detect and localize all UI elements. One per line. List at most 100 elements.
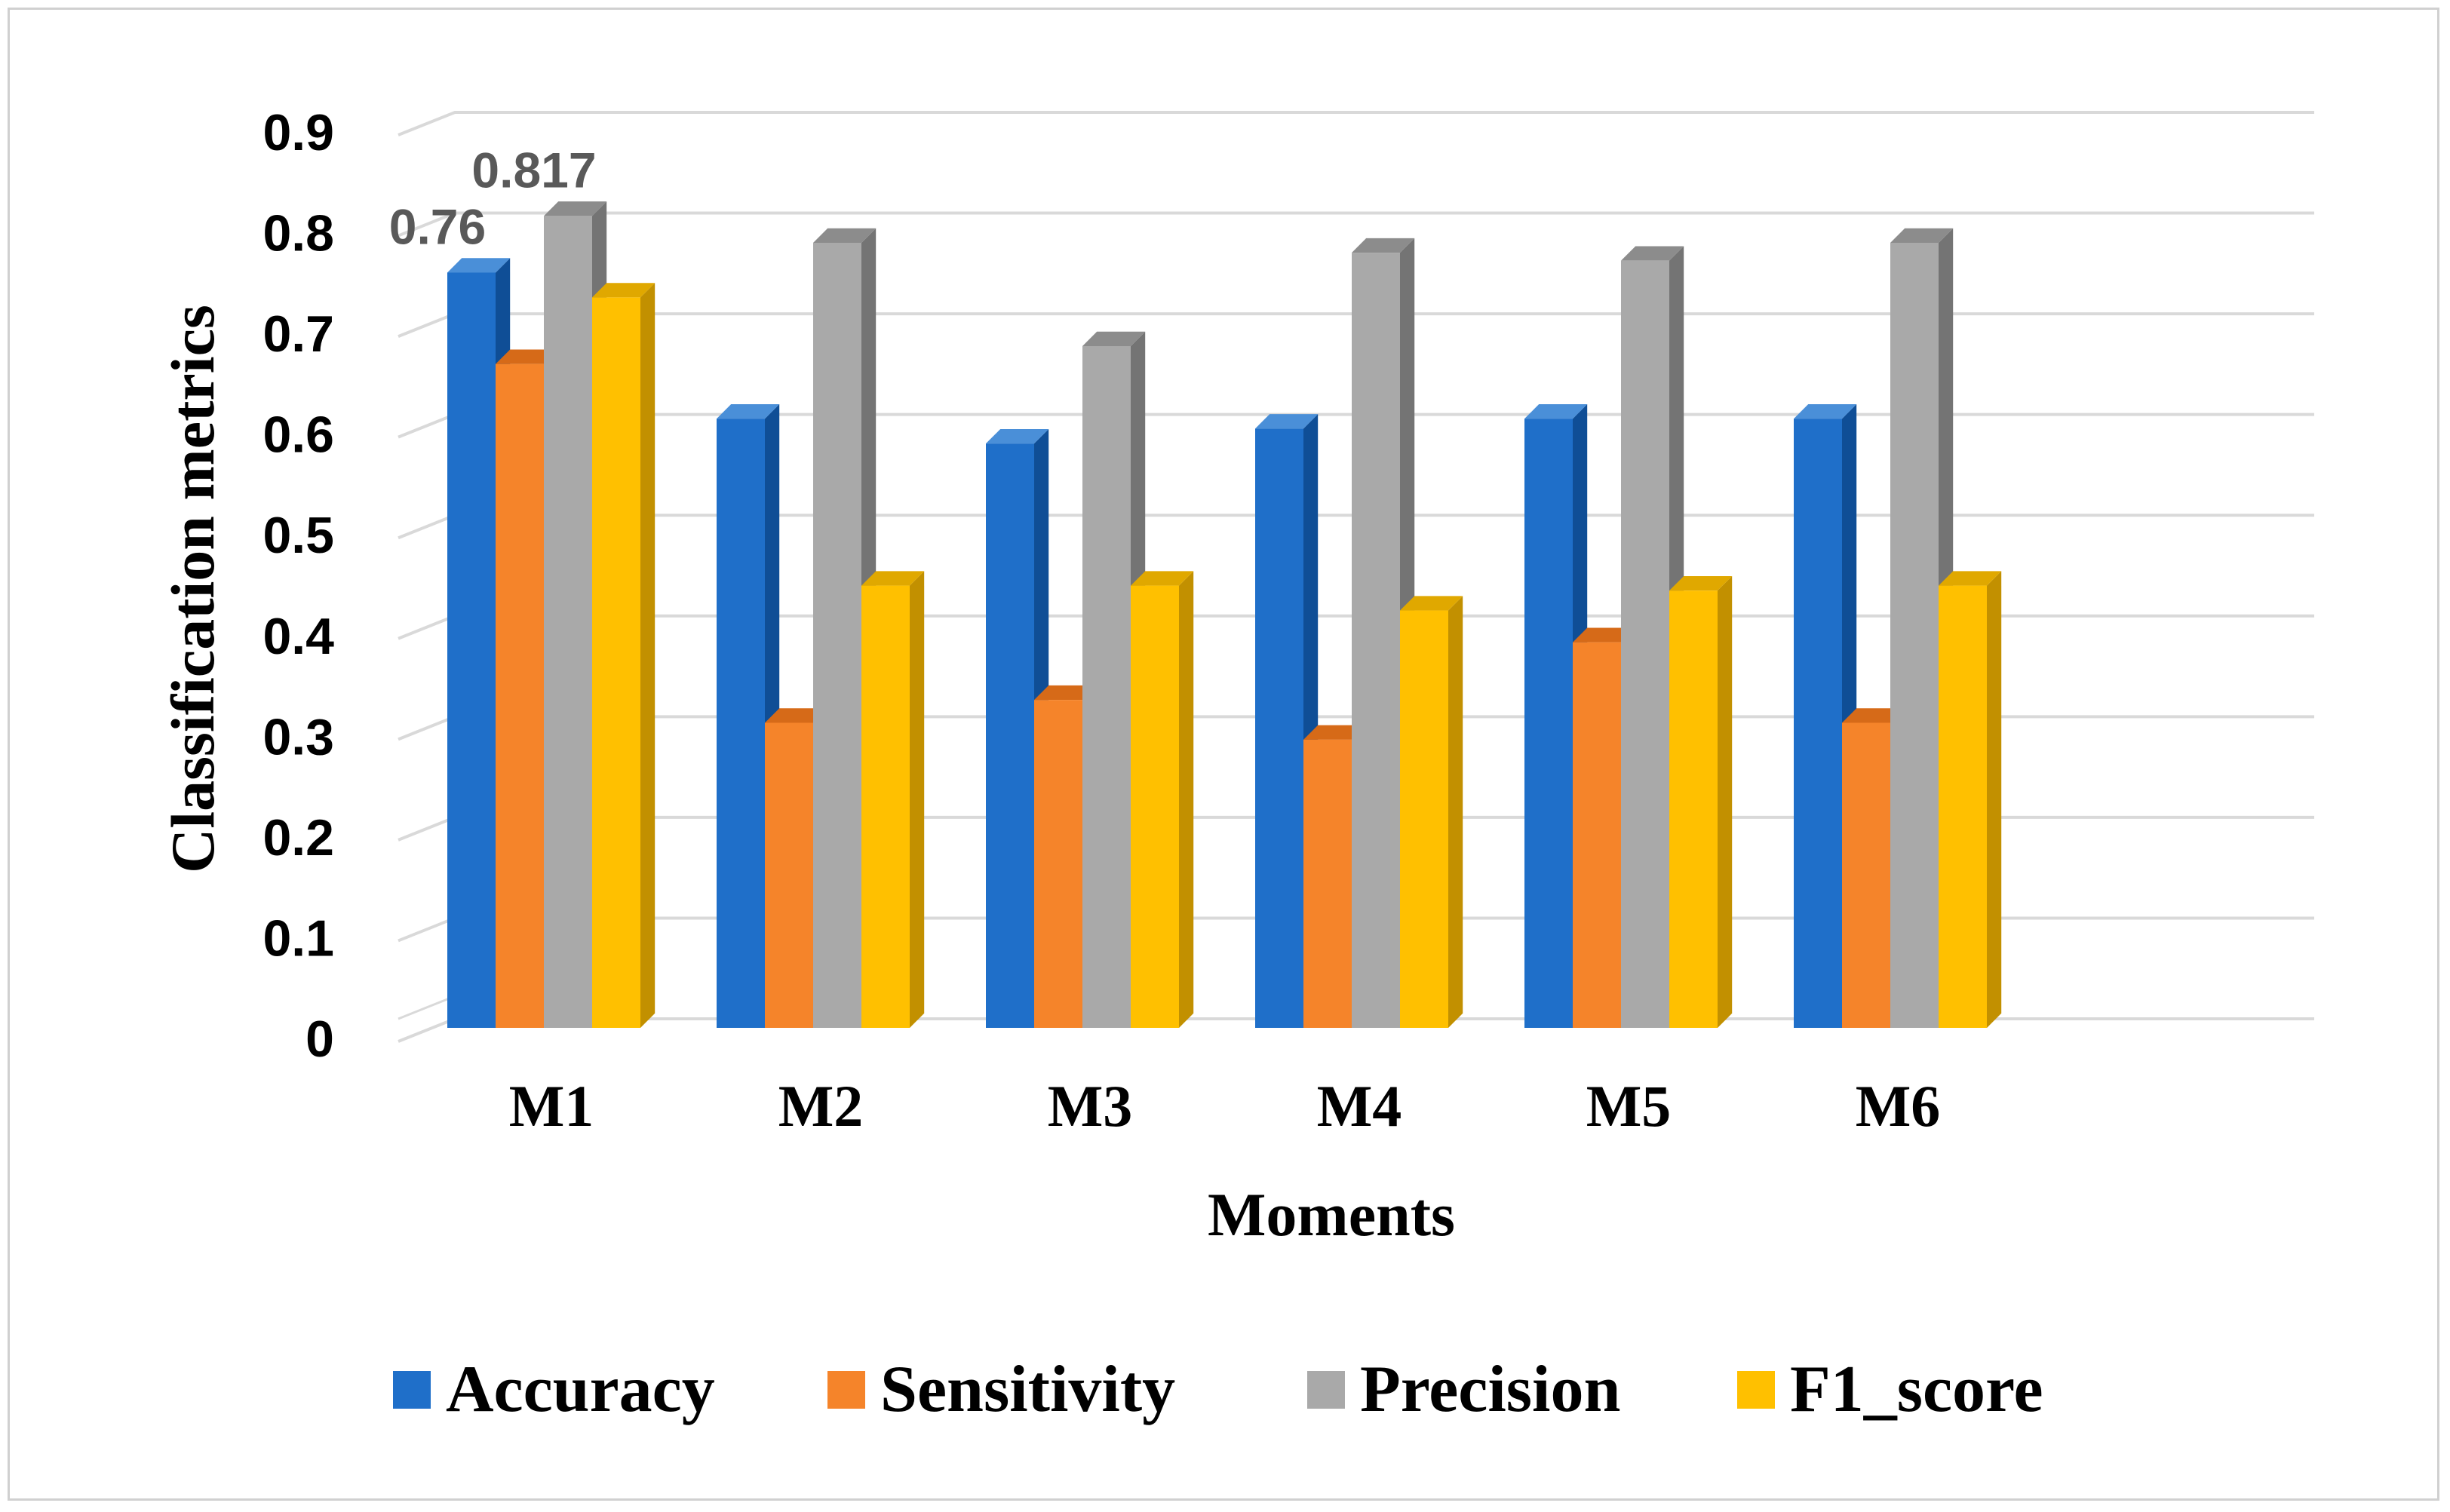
bar-front [861,585,910,1028]
bar-top [1131,571,1194,586]
bar-side [1179,571,1194,1028]
bar-top [717,404,780,419]
bar-front [1794,419,1842,1028]
legend-label: Precision [1360,1353,1620,1426]
bar-top [1352,238,1415,253]
x-tick-label: M6 [1856,1073,1941,1139]
bar-front [447,272,496,1028]
legend-label: Accuracy [446,1353,715,1426]
bars [447,201,2002,1029]
legend-swatch [1737,1371,1775,1409]
bar-precision-m5 [1621,246,1684,1029]
bar-top [1621,246,1684,261]
legend-swatch [1307,1371,1345,1409]
bar-top [1939,571,2002,586]
bar-f1_score-m4 [1400,596,1463,1028]
legend-item-sensitivity: Sensitivity [827,1353,1175,1426]
bar-front [1034,700,1082,1028]
bar-top [496,349,559,364]
legend-swatch [393,1371,431,1409]
bar-side [1987,571,2002,1028]
bar-f1_score-m1 [592,283,655,1028]
bar-side [910,571,925,1028]
bar-front [1524,419,1573,1028]
bar-top [1303,725,1367,740]
bar-front [1669,590,1718,1028]
bar-top [1669,575,1733,591]
bar-top [1842,708,1905,723]
bar-top [1794,404,1857,419]
y-tick-label: 0.2 [262,809,334,866]
bar-side [640,283,655,1028]
x-axis-title: Moments [1208,1180,1455,1249]
y-tick-label: 0.4 [262,608,334,665]
bar-front [496,363,544,1028]
floor-edge [398,995,456,1020]
y-tick-label: 0.7 [262,305,334,363]
x-axis-ticks: M1 M2 M3 M4 M5 M6 [509,1073,1941,1139]
bar-front [1890,242,1939,1028]
legend-item-f1_score: F1_score [1737,1353,2043,1426]
bar-f1_score-m3 [1131,571,1194,1028]
bar-top [1573,627,1636,643]
bar-top [861,571,925,586]
y-axis-ticks: 0 0.1 0.2 0.3 0.4 0.5 0.6 0.7 0.8 0.9 [262,104,334,1068]
y-tick-label: 0.3 [262,708,334,765]
legend-item-accuracy: Accuracy [393,1353,715,1426]
legend-label: Sensitivity [880,1353,1175,1426]
bar-front [717,419,765,1028]
bar-front [592,297,640,1028]
bar-f1_score-m2 [861,571,925,1028]
bar-front [986,443,1034,1028]
y-tick-label: 0.9 [262,104,334,161]
x-tick-label: M1 [509,1073,594,1139]
data-label: 0.817 [471,142,596,198]
data-labels: 0.760.817 [389,142,597,254]
bar-front [1621,260,1669,1029]
chart-walls [398,995,456,1020]
y-tick-label: 0.8 [262,205,334,262]
bar-front [1842,722,1890,1028]
bar-top [1255,414,1319,429]
bar-f1_score-m5 [1669,575,1733,1028]
bar-top [1524,404,1588,419]
y-tick-label: 0.5 [262,507,334,564]
bar-front [1400,610,1448,1028]
legend: Accuracy Sensitivity Precision F1_score [393,1353,2043,1426]
y-tick-label: 0 [305,1011,334,1068]
bar-front [1303,739,1352,1028]
bar-front [813,242,861,1028]
y-tick-label: 0.6 [262,406,334,464]
bar-top [1400,596,1463,611]
x-tick-label: M5 [1586,1073,1672,1139]
bar-front [1939,585,1987,1028]
bar-side [1718,575,1733,1028]
gridline [398,111,2314,136]
bar-top [986,428,1049,444]
bar-front [765,722,813,1028]
bar-front [1131,585,1179,1028]
legend-item-precision: Precision [1307,1353,1620,1426]
bar-side [1448,596,1463,1028]
bar-top [765,708,828,723]
x-tick-label: M2 [778,1073,864,1139]
bar-front [544,216,592,1029]
bar-chart: 0 0.1 0.2 0.3 0.4 0.5 0.6 0.7 0.8 0.9 0.760.817 M… [158,104,2314,1426]
bar-top [1034,685,1098,701]
chart-frame: 0 0.1 0.2 0.3 0.4 0.5 0.6 0.7 0.8 0.9 0.76 0.817 M… [8,8,2439,1501]
legend-label: F1_score [1790,1353,2043,1426]
x-tick-label: M4 [1317,1073,1402,1139]
x-tick-label: M3 [1048,1073,1133,1139]
y-tick-label: 0.1 [262,909,334,967]
bar-front [1082,346,1131,1028]
bar-top [592,283,655,298]
legend-swatch [827,1371,865,1409]
bar-front [1573,642,1621,1028]
bar-top [1082,331,1146,347]
bar-top [544,201,607,216]
bar-top [813,228,877,243]
data-label: 0.76 [389,198,486,254]
y-axis-title: Classification metrics [158,305,227,873]
bar-top [447,258,511,273]
bar-front [1255,428,1303,1028]
